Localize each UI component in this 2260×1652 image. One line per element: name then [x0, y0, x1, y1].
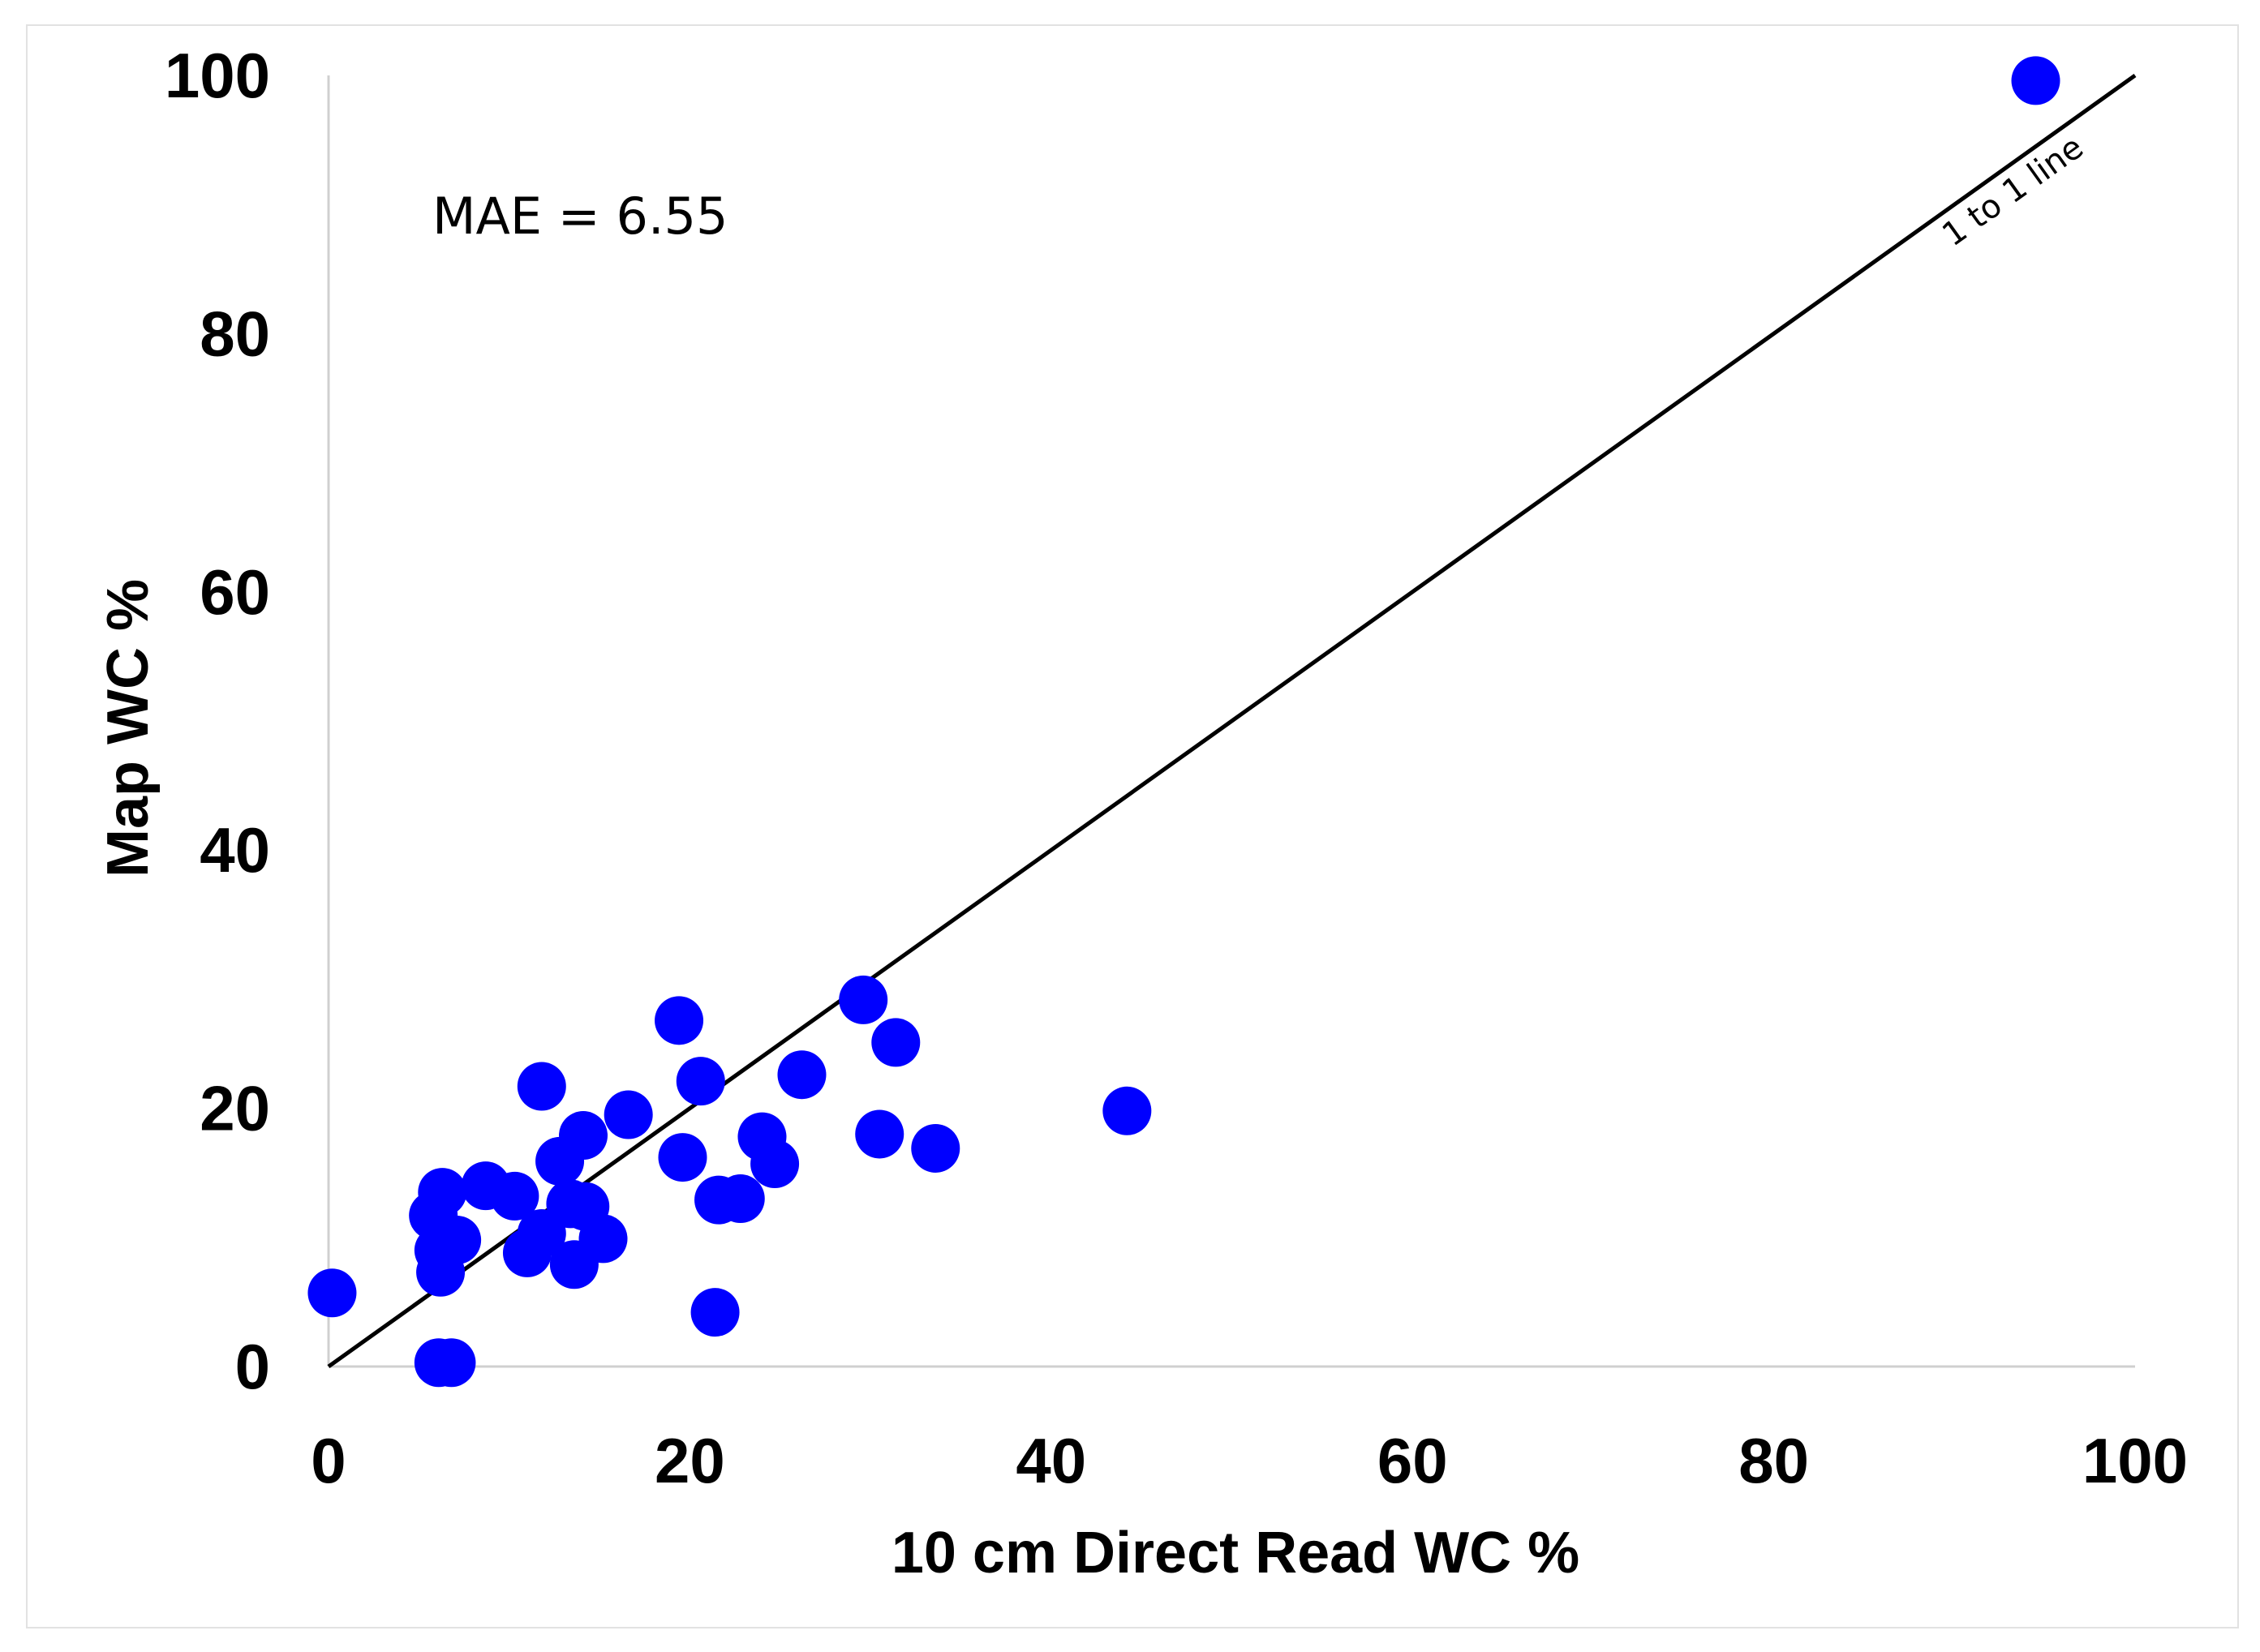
data-point [559, 1111, 608, 1161]
x-tick-label: 80 [1738, 1425, 1809, 1496]
data-point [418, 1168, 467, 1217]
data-point [855, 1109, 904, 1159]
data-point [715, 1174, 765, 1224]
data-point [432, 1215, 482, 1264]
x-tick-labels: 0 20 40 60 80 100 [311, 1425, 2188, 1496]
x-tick-label: 40 [1016, 1425, 1086, 1496]
x-tick-label: 20 [655, 1425, 725, 1496]
one-to-one-line-label: 1 to 1 line [1936, 129, 2090, 255]
y-tick-labels: 0 20 40 60 80 100 [165, 40, 270, 1402]
x-tick-label: 0 [311, 1425, 346, 1496]
one-to-one-line [327, 73, 2137, 1369]
y-tick-label: 0 [235, 1331, 270, 1402]
data-point [676, 1057, 725, 1106]
x-tick-label: 100 [2082, 1425, 2188, 1496]
data-point [655, 996, 704, 1045]
data-point [750, 1139, 800, 1189]
data-point [307, 1268, 357, 1318]
data-point [658, 1133, 707, 1182]
data-point [777, 1050, 827, 1100]
data-point [604, 1090, 653, 1139]
x-tick-label: 60 [1377, 1425, 1448, 1496]
data-points [307, 56, 2060, 1388]
y-axis-title: Map WC % [96, 579, 161, 877]
data-point [2011, 56, 2060, 105]
data-point [1102, 1086, 1152, 1135]
data-point [690, 1288, 740, 1337]
axes [327, 75, 2135, 1368]
y-tick-label: 20 [200, 1073, 270, 1144]
data-point [911, 1123, 960, 1173]
data-point [517, 1062, 566, 1111]
mae-annotation: MAE = 6.55 [432, 187, 728, 246]
y-tick-label: 40 [200, 814, 270, 886]
x-axis-title: 10 cm Direct Read WC % [892, 1521, 1579, 1585]
y-tick-label: 100 [165, 40, 270, 111]
chart-frame [26, 24, 2239, 1628]
data-point [427, 1338, 476, 1388]
data-point [839, 975, 888, 1024]
y-tick-label: 80 [200, 298, 270, 369]
y-tick-label: 60 [200, 556, 270, 628]
data-point [490, 1171, 539, 1221]
data-point [578, 1214, 628, 1264]
data-point [871, 1018, 921, 1067]
